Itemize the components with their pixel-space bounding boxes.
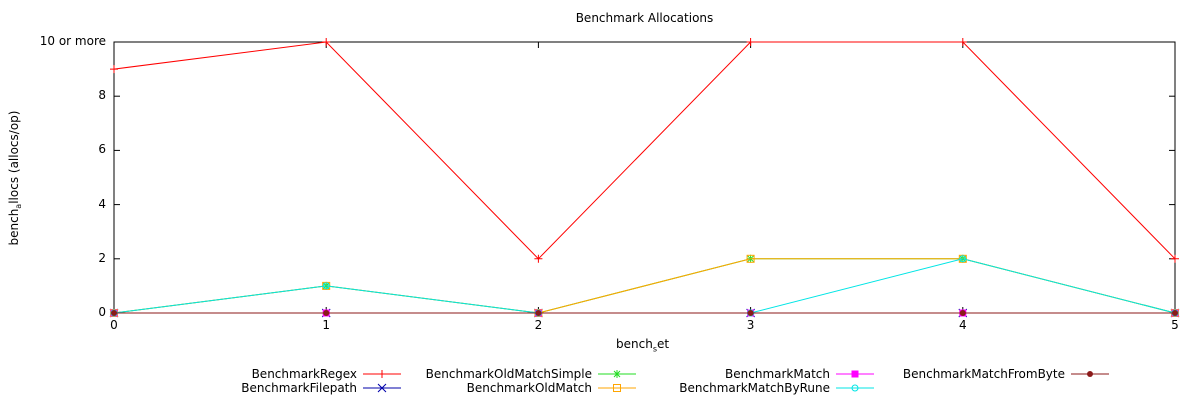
x-axis-label: benchset	[616, 337, 670, 354]
legend-swatch-icon	[1071, 371, 1109, 377]
legend-swatch-icon	[598, 384, 636, 392]
y-tick-label: 2	[98, 250, 106, 265]
legend-label: BenchmarkMatchFromByte	[902, 367, 1065, 381]
legend-item: BenchmarkOldMatchSimple	[426, 366, 636, 382]
y-axis-label: benchallocs (allocs/op)	[6, 110, 24, 246]
legend-item: BenchmarkMatch	[725, 366, 874, 382]
legend-item: BenchmarkFilepath	[241, 380, 401, 396]
y-tick-label: 6	[98, 142, 106, 157]
series-BenchmarkRegex	[110, 38, 1179, 263]
legend-swatch-icon	[598, 370, 636, 378]
x-tick-label: 1	[322, 318, 330, 332]
series-BenchmarkOldMatch	[110, 254, 1179, 317]
y-tick-label: 4	[98, 196, 106, 211]
x-tick-label: 0	[110, 318, 118, 332]
legend-swatch-icon	[836, 370, 874, 378]
legend-label: BenchmarkMatch	[725, 367, 830, 381]
legend-label: BenchmarkFilepath	[241, 381, 357, 395]
legend-label: BenchmarkOldMatchSimple	[425, 367, 592, 381]
legend-swatch-icon	[363, 370, 401, 378]
legend-item: BenchmarkMatchFromByte	[903, 366, 1109, 382]
legend-item: BenchmarkOldMatch	[467, 380, 636, 396]
y-tick-label: 0	[98, 305, 106, 319]
x-tick-label: 2	[534, 318, 543, 332]
legend-item: BenchmarkRegex	[252, 366, 401, 382]
chart-title: Benchmark Allocations	[575, 11, 714, 25]
legend-swatch-icon	[836, 384, 874, 392]
y-tick-label: 8	[98, 88, 106, 103]
y-tick-label: 10 or more	[39, 34, 106, 48]
legend-label: BenchmarkMatchByRune	[679, 381, 830, 395]
x-tick-label: 3	[746, 318, 755, 332]
legend-label: BenchmarkOldMatch	[466, 381, 592, 395]
legend-item: BenchmarkMatchByRune	[679, 380, 874, 396]
legend-label: BenchmarkRegex	[251, 367, 357, 381]
legend-swatch-icon	[363, 383, 401, 393]
series-BenchmarkMatchFromByte	[111, 310, 1178, 316]
x-tick-label: 4	[958, 318, 967, 332]
x-tick-label: 5	[1171, 318, 1179, 332]
